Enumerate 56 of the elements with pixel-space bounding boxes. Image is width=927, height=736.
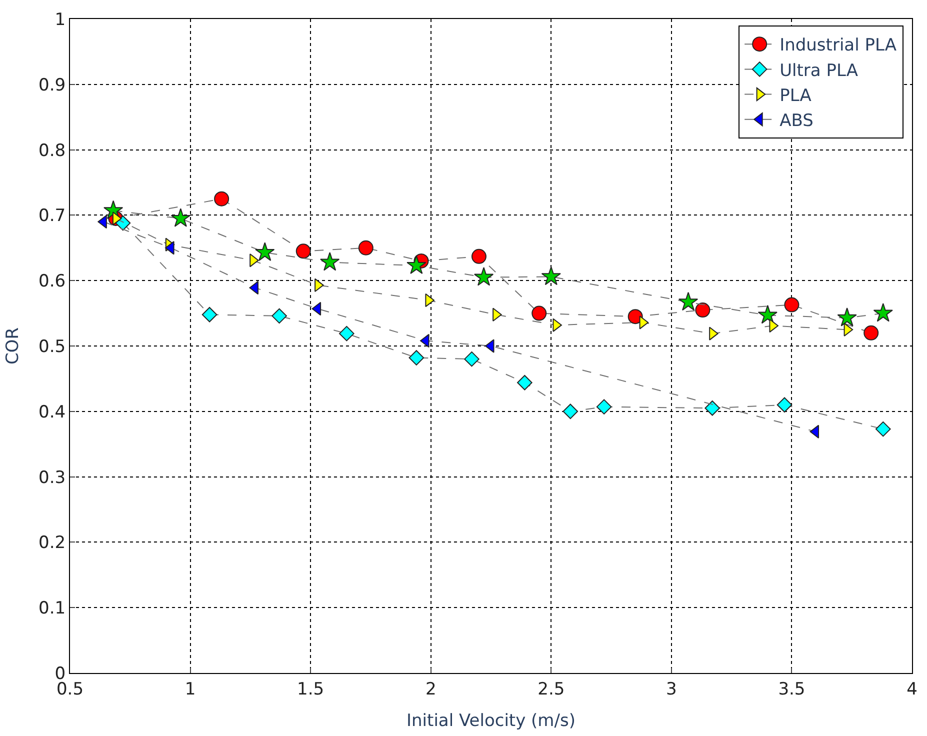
point xyxy=(695,302,710,318)
y-tick-label: 0.8 xyxy=(38,140,66,161)
legend-label: ABS xyxy=(780,111,814,132)
y-tick-label: 0.5 xyxy=(38,336,66,357)
point xyxy=(704,400,720,416)
point xyxy=(255,242,275,261)
point xyxy=(474,267,494,286)
point xyxy=(358,240,374,256)
x-tick-label: 3 xyxy=(666,679,677,700)
y-tick-label: 1 xyxy=(54,10,66,30)
point xyxy=(875,421,891,437)
legend-label: Ultra PLA xyxy=(780,60,858,81)
point xyxy=(776,397,792,413)
legend-label: PLA xyxy=(780,86,812,106)
point xyxy=(541,266,561,286)
point xyxy=(464,351,480,367)
point xyxy=(532,306,547,321)
point xyxy=(408,350,424,366)
point xyxy=(864,325,879,340)
point xyxy=(406,255,426,274)
point xyxy=(784,297,800,312)
point xyxy=(339,326,354,342)
y-tick-label: 0.1 xyxy=(38,598,66,619)
point xyxy=(837,308,857,326)
point xyxy=(628,309,643,324)
point xyxy=(844,322,854,336)
point xyxy=(596,399,612,414)
point xyxy=(562,404,578,420)
x-tick-label: 1 xyxy=(184,679,196,700)
point xyxy=(296,244,311,259)
y-tick-label: 0.2 xyxy=(38,533,66,554)
x-tick-label: 2 xyxy=(425,679,436,700)
point xyxy=(639,316,649,330)
y-tick-label: 0.9 xyxy=(38,75,66,96)
y-tick-label: 0.4 xyxy=(38,402,66,422)
point xyxy=(320,252,340,271)
point xyxy=(517,374,532,390)
y-tick-label: 0.3 xyxy=(38,468,66,488)
point xyxy=(873,303,893,322)
x-axis-title: Initial Velocity (m/s) xyxy=(406,710,576,731)
point xyxy=(272,308,287,324)
x-tick-label: 2.5 xyxy=(538,679,565,700)
x-tick-label: 3.5 xyxy=(778,679,806,700)
y-tick-label: 0.6 xyxy=(38,272,66,292)
point xyxy=(214,191,230,206)
point xyxy=(112,212,122,226)
point xyxy=(170,208,190,227)
y-tick-label: 0.7 xyxy=(38,206,66,226)
point xyxy=(678,292,698,311)
point xyxy=(471,248,486,264)
y-axis-title: COR xyxy=(3,327,24,365)
legend-label: Industrial PLA xyxy=(780,36,897,56)
point xyxy=(202,306,218,322)
x-tick-label: 1.5 xyxy=(297,679,324,700)
point xyxy=(758,304,778,324)
x-tick-label: 4 xyxy=(906,679,918,700)
